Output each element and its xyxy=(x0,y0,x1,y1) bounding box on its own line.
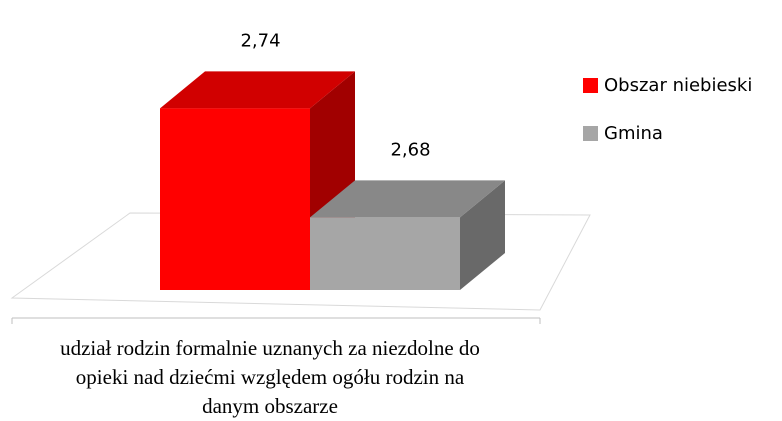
bar-side xyxy=(460,180,505,290)
category-label: udział rodzin formalnie uznanych za niez… xyxy=(60,336,480,418)
floor xyxy=(10,212,591,311)
bar-top xyxy=(160,71,355,109)
value-label: 2,74 xyxy=(240,30,280,51)
value-label: 2,68 xyxy=(390,139,430,160)
bar xyxy=(160,108,310,290)
bar-top xyxy=(310,180,505,218)
legend-label: Gmina xyxy=(604,123,663,144)
legend-swatch xyxy=(583,78,598,93)
legend-label: Obszar niebieski xyxy=(604,75,752,96)
legend-swatch xyxy=(583,126,598,141)
bar xyxy=(310,217,460,290)
